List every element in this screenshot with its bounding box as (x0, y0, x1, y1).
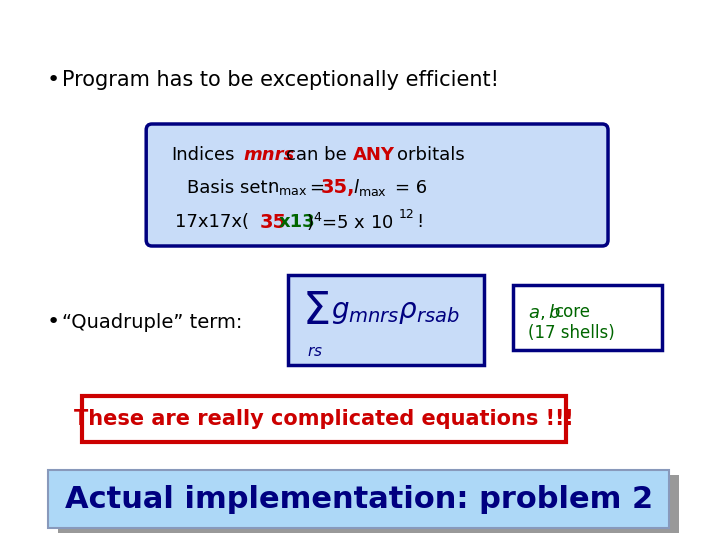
Text: $rs$: $rs$ (307, 345, 323, 360)
Text: •: • (47, 70, 60, 90)
Text: “Quadruple” term:: “Quadruple” term: (62, 313, 242, 332)
Text: can be: can be (286, 146, 347, 164)
Text: !: ! (416, 213, 423, 231)
FancyBboxPatch shape (48, 470, 670, 528)
Text: n$_{\rm max}$: n$_{\rm max}$ (267, 179, 307, 197)
Text: $g_{mnrs}\rho_{rsab}$: $g_{mnrs}\rho_{rsab}$ (331, 298, 460, 326)
FancyBboxPatch shape (513, 285, 662, 350)
Text: $a,b$: $a,b$ (528, 302, 560, 322)
Text: =: = (309, 179, 324, 197)
Text: x13: x13 (279, 213, 315, 231)
FancyBboxPatch shape (146, 124, 608, 246)
Text: $\Sigma$: $\Sigma$ (302, 291, 330, 334)
Text: core: core (554, 303, 590, 321)
Text: $\it{l}_{\rm max}$: $\it{l}_{\rm max}$ (353, 178, 387, 199)
Text: •: • (47, 312, 60, 332)
Text: ANY: ANY (353, 146, 395, 164)
Text: 12: 12 (398, 208, 414, 221)
FancyBboxPatch shape (58, 475, 679, 533)
Text: Basis set:: Basis set: (187, 179, 274, 197)
Text: Indices: Indices (171, 146, 235, 164)
Text: 35,: 35, (320, 179, 355, 198)
Text: orbitals: orbitals (397, 146, 465, 164)
Text: Actual implementation: problem 2: Actual implementation: problem 2 (65, 484, 653, 514)
Text: (17 shells): (17 shells) (528, 324, 614, 342)
Text: )$^4$=5 x 10: )$^4$=5 x 10 (306, 211, 394, 233)
Text: = 6: = 6 (395, 179, 428, 197)
Text: 17x17x(: 17x17x( (175, 213, 249, 231)
Text: These are really complicated equations !!!: These are really complicated equations !… (73, 409, 573, 429)
Text: mnrs: mnrs (243, 146, 294, 164)
Text: 35: 35 (259, 213, 287, 232)
FancyBboxPatch shape (288, 275, 485, 365)
FancyBboxPatch shape (82, 396, 566, 442)
Text: Program has to be exceptionally efficient!: Program has to be exceptionally efficien… (62, 70, 499, 90)
